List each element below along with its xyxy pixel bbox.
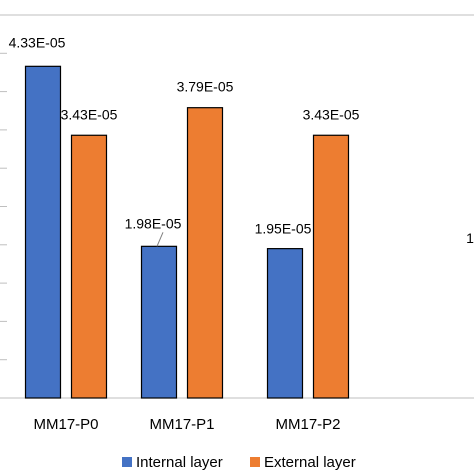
legend-external-label: External layer (264, 454, 356, 471)
x-tick-label: MM17-P0 (33, 416, 98, 433)
legend-internal-label: Internal layer (136, 454, 223, 471)
bar-internal-1 (140, 245, 178, 399)
bar-external-2 (312, 134, 350, 399)
label-leader-line (156, 232, 164, 247)
data-label: 3.43E-05 (303, 106, 360, 122)
data-label: 1 (466, 230, 474, 246)
data-label: 3.79E-05 (177, 79, 234, 95)
x-tick-label: MM17-P1 (149, 416, 214, 433)
data-label: 4.33E-05 (9, 34, 66, 50)
data-label: 1.95E-05 (255, 221, 312, 237)
data-label: 1.98E-05 (125, 215, 182, 231)
data-labels-layer: 4.33E-05 1.98E-05 1.95E-05 1 3.43E-05 3.79E-0… (9, 34, 474, 247)
bar-internal-0 (24, 65, 62, 399)
x-tick-label: MM17-P2 (275, 416, 340, 433)
bar-external-1 (186, 107, 224, 399)
bars-layer (24, 65, 350, 399)
category-labels-layer: MM17-P0 MM17-P1 MM17-P2 (33, 416, 340, 433)
data-label: 3.43E-05 (61, 106, 118, 122)
bar-external-0 (70, 134, 108, 399)
legend: Internal layer External layer (122, 454, 356, 471)
bar-internal-2 (266, 248, 304, 399)
legend-external-swatch (250, 457, 260, 467)
legend-internal-swatch (122, 457, 132, 467)
